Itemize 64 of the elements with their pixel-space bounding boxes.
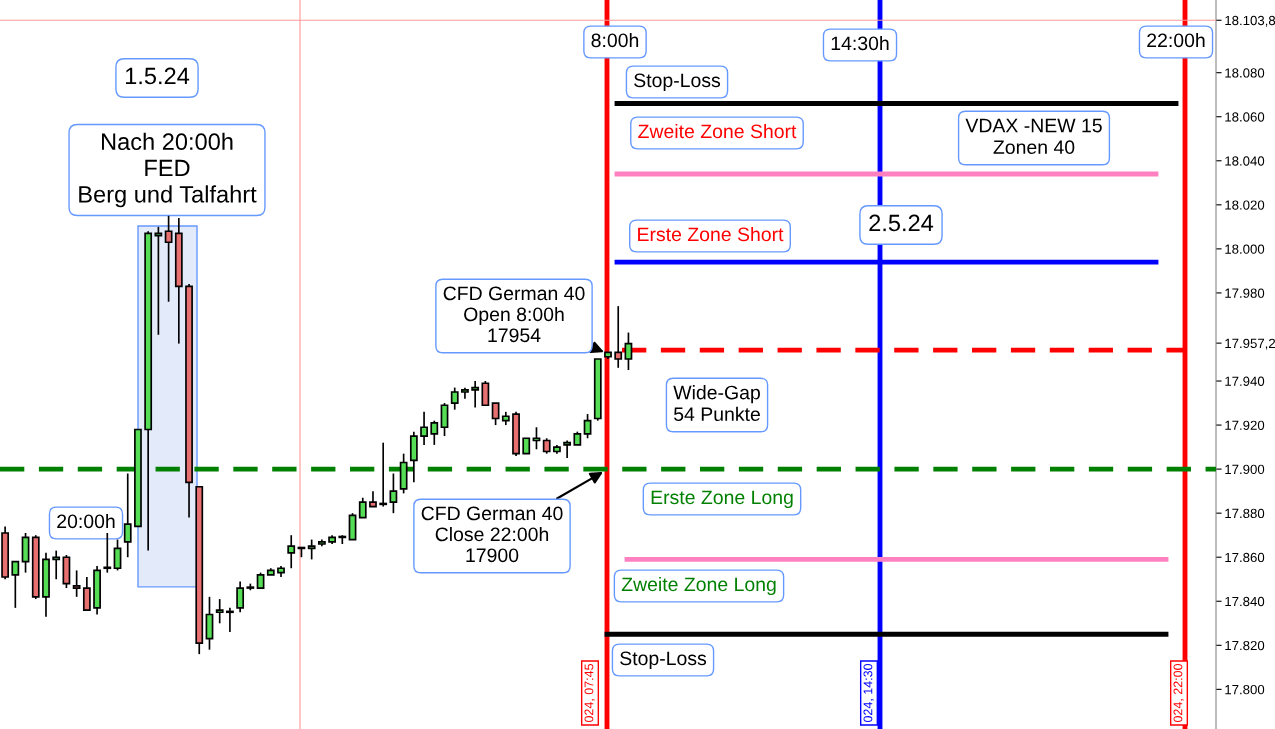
- candlestick: [215, 598, 224, 625]
- candlestick: [563, 439, 572, 459]
- candlestick: [123, 472, 132, 559]
- candlestick: [358, 496, 367, 519]
- y-tick-label: 17.980: [1225, 288, 1265, 298]
- candlestick: [236, 580, 245, 614]
- y-tick-label: 17.957,2: [1225, 338, 1275, 350]
- y-tick-label: 17.820: [1225, 640, 1265, 651]
- candlestick: [52, 549, 61, 581]
- y-tick-label: 18.060: [1225, 112, 1265, 122]
- ref-line-label: Erste Zone Long: [651, 490, 793, 509]
- candlestick: [226, 607, 234, 633]
- ref-line-label: Stop-Loss: [634, 73, 721, 92]
- candlestick: [614, 305, 623, 369]
- candlestick: [287, 534, 296, 570]
- candlestick: [440, 402, 449, 437]
- y-tick-label: 17.920: [1225, 420, 1265, 430]
- y-tick-label: 17.880: [1225, 508, 1265, 519]
- annotation: 8:00h: [591, 32, 639, 48]
- candlestick: [532, 426, 541, 451]
- candlestick: [11, 560, 20, 609]
- y-tick-label: 18.020: [1225, 200, 1265, 210]
- candlestick: [624, 331, 633, 371]
- annotation: VDAX -NEW 15 Zonen 40: [965, 118, 1102, 155]
- y-tick-label: 17.900: [1225, 464, 1265, 475]
- y-tick-label: 17.800: [1225, 684, 1265, 695]
- annotation: 024, 07:45: [584, 663, 595, 723]
- candlestick: [307, 538, 316, 561]
- y-tick-label: 18.080: [1225, 68, 1265, 78]
- candlestick: [450, 386, 459, 411]
- candlestick: [481, 380, 490, 407]
- y-tick-label: 17.940: [1225, 376, 1265, 386]
- y-tick-label: 18.040: [1225, 156, 1265, 166]
- candlestick: [420, 411, 428, 446]
- candlestick: [72, 569, 81, 598]
- ref-line-label: Erste Zone Short: [638, 226, 784, 242]
- annotation: 20:00h: [57, 513, 115, 529]
- annotation: Nach 20:00h FED Berg und Talfahrt: [79, 132, 257, 208]
- candlestick: [338, 534, 347, 545]
- candlestick: [379, 441, 388, 508]
- annotation: 22:00h: [1147, 32, 1205, 48]
- candlestick: [583, 413, 592, 440]
- y-tick-label: 17.840: [1225, 596, 1265, 607]
- candlestick: [164, 215, 173, 303]
- ref-line-label: Zweite Zone Long: [621, 576, 776, 596]
- annotation: CFD German 40 Close 22:00h 17900: [421, 506, 563, 563]
- y-tick-label: 18.000: [1225, 244, 1265, 254]
- y-tick-label: 17.860: [1225, 552, 1265, 563]
- ref-line-label: Zweite Zone Short: [638, 123, 797, 139]
- annotation: Wide-Gap 54 Punkte: [673, 385, 760, 422]
- annotation: 2.5.24: [869, 214, 934, 232]
- candlestick: [103, 532, 112, 574]
- candlestick: [491, 402, 500, 426]
- annotation: 1.5.24: [125, 67, 190, 85]
- candlestick: [471, 380, 480, 409]
- annotation: 024, 22:00: [1173, 663, 1184, 723]
- annotation: 024, 14:30: [863, 663, 874, 723]
- annotation: 14:30h: [831, 35, 889, 51]
- candlestick: [82, 576, 91, 611]
- y-tick-label: 18.103,8: [1225, 15, 1275, 27]
- candlestick: [430, 419, 439, 446]
- candlestick: [389, 472, 398, 514]
- annotation: CFD German 40 Open 8:00h 17954: [443, 286, 585, 343]
- ref-line-label: Stop-Loss: [620, 651, 707, 670]
